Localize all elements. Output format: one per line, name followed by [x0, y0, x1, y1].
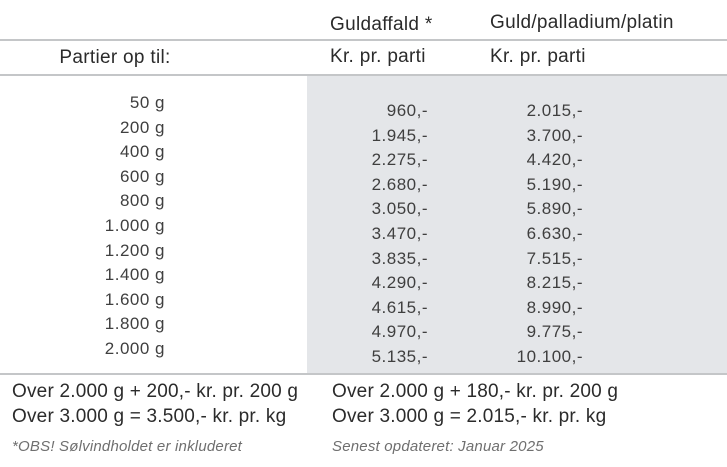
weight-value: 800 g: [119, 191, 165, 211]
weight-value: 1.200 g: [104, 240, 165, 260]
guldaffald-over-3000-rule: Over 3.000 g = 3.500,- kr. pr. kg: [12, 406, 287, 427]
column-header-guldaffald: Guldaffald *: [330, 14, 433, 35]
unit-label-guldaffald: Kr. pr. parti: [330, 46, 426, 67]
weight-value: 2.000 g: [104, 338, 165, 358]
gpp-price: 3.700,-: [526, 125, 583, 145]
weight-value: 200 g: [119, 117, 165, 137]
guldaffald-price-column: 960,- 1.945,- 2.275,- 2.680,- 3.050,- 3.…: [280, 99, 428, 370]
gpp-over-3000-rule: Over 3.000 g = 2.015,- kr. pr. kg: [332, 406, 607, 427]
column-header-guld-palladium-platin: Guld/palladium/platin: [490, 12, 674, 33]
guldaffald-price: 1.945,-: [371, 125, 428, 145]
gpp-over-2000-rule: Over 2.000 g + 180,- kr. pr. 200 g: [332, 381, 619, 402]
header-divider-top: [0, 39, 727, 41]
guldaffald-price: 3.050,-: [371, 199, 428, 219]
weight-tier-column: 50 g 200 g 400 g 600 g 800 g 1.000 g 1.2…: [0, 91, 165, 362]
weight-value: 50 g: [129, 93, 165, 112]
guldaffald-price: 5.135,-: [371, 346, 428, 366]
weight-value: 1.800 g: [104, 314, 165, 334]
guldaffald-price: 4.970,-: [371, 322, 428, 342]
gpp-price: 6.630,-: [526, 223, 583, 243]
gpp-price: 8.215,-: [526, 273, 583, 293]
weight-value: 1.400 g: [104, 265, 165, 285]
guldaffald-price: 4.290,-: [371, 273, 428, 293]
last-updated-note: Senest opdateret: Januar 2025: [332, 438, 544, 455]
gpp-price: 4.420,-: [526, 150, 583, 170]
gpp-price: 9.775,-: [526, 322, 583, 342]
weight-value: 400 g: [119, 142, 165, 162]
weight-value: 600 g: [119, 166, 165, 186]
gpp-price: 2.015,-: [526, 101, 583, 120]
guldaffald-price: 4.615,-: [371, 297, 428, 317]
guldaffald-price: 3.470,-: [371, 223, 428, 243]
guldaffald-price: 2.275,-: [371, 150, 428, 170]
gpp-price: 7.515,-: [526, 248, 583, 268]
row-header-partier-op-til: Partier op til:: [59, 47, 171, 68]
gpp-price: 5.890,-: [526, 199, 583, 219]
guldaffald-price: 3.835,-: [371, 248, 428, 268]
weight-value: 1.600 g: [104, 289, 165, 309]
guldaffald-price: 960,-: [386, 101, 428, 120]
gpp-price: 10.100,-: [516, 346, 583, 366]
gpp-price: 5.190,-: [526, 174, 583, 194]
gpp-price: 8.990,-: [526, 297, 583, 317]
guldaffald-over-2000-rule: Over 2.000 g + 200,- kr. pr. 200 g: [12, 381, 299, 402]
silver-included-note: *OBS! Sølvindholdet er inkluderet: [12, 438, 243, 455]
guld-palladium-platin-price-column: 2.015,- 3.700,- 4.420,- 5.190,- 5.890,- …: [430, 99, 583, 370]
price-columns-panel: [307, 76, 727, 373]
guldaffald-price: 2.680,-: [371, 174, 428, 194]
header-divider-bottom: [0, 74, 727, 76]
unit-label-guld-palladium-platin: Kr. pr. parti: [490, 46, 586, 67]
weight-value: 1.000 g: [104, 215, 165, 235]
footer-divider: [0, 373, 727, 375]
